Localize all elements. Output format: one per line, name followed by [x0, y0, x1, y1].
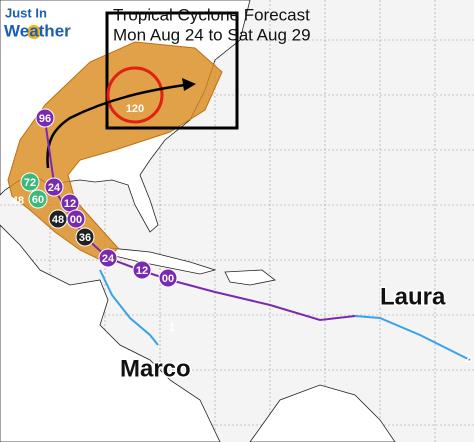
title: Tropical Cyclone Forecast [113, 5, 310, 24]
track-label: 36 [79, 232, 91, 244]
storm-name: Laura [380, 283, 446, 310]
track-label: 96 [39, 113, 51, 125]
subtitle: Mon Aug 24 to Sat Aug 29 [113, 25, 311, 44]
highlight-circle [106, 66, 164, 124]
motion-arrow [46, 83, 186, 169]
track-label: 120 [126, 103, 144, 115]
track-label: 00 [162, 273, 174, 285]
track-label: 60 [32, 194, 44, 206]
track-label: 12 [64, 198, 76, 210]
track-marker [158, 268, 178, 288]
track-label: 24 [48, 182, 61, 194]
track-marker [132, 260, 152, 280]
track-marker [98, 248, 118, 268]
marco-past-track [99, 269, 159, 346]
track-marker [28, 189, 48, 209]
laura-past-track [354, 315, 471, 361]
track-label: 12 [136, 265, 148, 277]
track-label: 2 [465, 353, 471, 365]
track-label: 24 [102, 253, 115, 265]
track-label: 48 [12, 195, 24, 207]
track-marker [66, 209, 86, 229]
storm-name: Marco [120, 355, 191, 382]
track-marker [35, 108, 55, 128]
track-label: 48 [52, 214, 64, 226]
highlight-box [105, 11, 239, 130]
logo-sun [27, 25, 41, 39]
track-marker [44, 177, 64, 197]
track-marker [20, 172, 40, 192]
arrow-head [182, 78, 196, 91]
track-marker [75, 227, 95, 247]
track-label: 1 [169, 322, 175, 334]
track-label: 72 [24, 177, 36, 189]
logo-line1: Just In [5, 5, 47, 20]
track-label: 00 [70, 214, 82, 226]
logo-line2: Weather [4, 21, 71, 40]
